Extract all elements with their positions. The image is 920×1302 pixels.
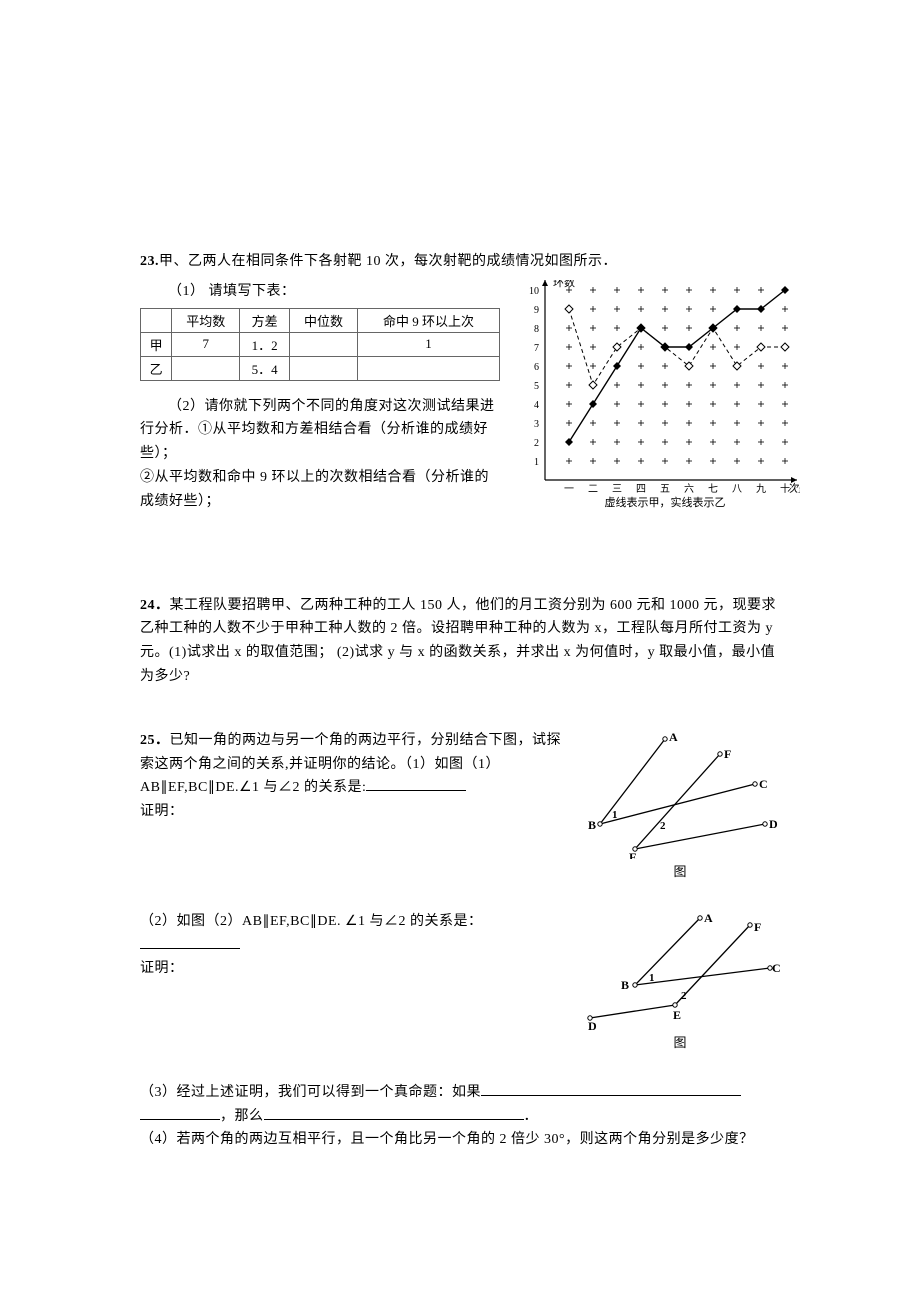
svg-text:F: F — [724, 747, 731, 761]
q25-figure2: A F C D B E 1 2 — [580, 910, 780, 1030]
svg-text:四: 四 — [636, 484, 646, 495]
svg-text:7: 7 — [534, 343, 539, 354]
svg-text:3: 3 — [534, 419, 539, 430]
q24-text: 某工程队要招聘甲、乙两种工种的工人 150 人，他们的月工资分别为 600 元和… — [140, 598, 776, 684]
svg-text:八: 八 — [732, 484, 742, 495]
q25-proof2: 证明： — [140, 957, 570, 981]
svg-text:一: 一 — [564, 484, 574, 495]
q25-sub2: （2）如图（2）AB∥EF,BC∥DE. ∠1 与∠2 的关系是： — [140, 914, 483, 929]
q25-number: 25． — [140, 733, 170, 748]
blank-fill — [140, 1105, 220, 1120]
th-avg: 平均数 — [172, 308, 240, 332]
svg-text:2: 2 — [534, 438, 539, 449]
q23-number: 23. — [140, 254, 159, 269]
q25-proof1: 证明： — [140, 800, 570, 824]
fig2-caption: 图 — [580, 1032, 780, 1051]
th-median: 中位数 — [289, 308, 357, 332]
svg-text:D: D — [769, 817, 778, 831]
blank-fill — [140, 934, 240, 949]
blank-fill — [264, 1105, 524, 1120]
svg-text:F: F — [754, 920, 761, 934]
svg-text:1: 1 — [534, 457, 539, 468]
svg-text:D: D — [588, 1019, 597, 1030]
svg-text:九: 九 — [756, 483, 766, 495]
svg-text:6: 6 — [534, 362, 539, 373]
svg-text:环数: 环数 — [553, 280, 575, 289]
svg-text:C: C — [772, 961, 780, 975]
svg-text:A: A — [669, 730, 678, 744]
svg-text:1: 1 — [649, 972, 655, 984]
table-row: 甲 7 1．2 1 — [141, 332, 500, 356]
q23-intro: 甲、乙两人在相同条件下各射靶 10 次，每次射靶的成绩情况如图所示． — [159, 254, 617, 269]
svg-text:4: 4 — [534, 400, 539, 411]
svg-text:2: 2 — [681, 990, 687, 1002]
svg-text:2: 2 — [660, 820, 666, 832]
table-row: 乙 5．4 — [141, 356, 500, 380]
q25-intro: 已知一角的两边与另一个角的两边平行，分别结合下图，试探索这两个角之间的关系,并证… — [140, 733, 561, 796]
q25-sub3b: ，那么 — [220, 1109, 264, 1124]
q23-chart: 12345678910一二三四五六七八九十环数次数虚线表示甲，实线表示乙 — [510, 280, 800, 510]
svg-text:C: C — [759, 777, 768, 791]
svg-text:5: 5 — [534, 381, 539, 392]
svg-text:A: A — [704, 911, 713, 925]
svg-text:次数: 次数 — [787, 482, 800, 495]
svg-text:七: 七 — [708, 483, 718, 495]
th-var: 方差 — [240, 308, 290, 332]
svg-text:9: 9 — [534, 305, 539, 316]
svg-text:E: E — [673, 1008, 681, 1022]
q25-sub3a: （3）经过上述证明，我们可以得到一个真命题：如果 — [140, 1085, 481, 1100]
svg-text:二: 二 — [588, 484, 598, 495]
svg-text:B: B — [588, 818, 596, 832]
q25-sub3c: ． — [524, 1109, 539, 1124]
svg-text:五: 五 — [660, 484, 670, 495]
svg-text:虚线表示甲，实线表示乙: 虚线表示甲，实线表示乙 — [605, 495, 726, 509]
th-ge9: 命中 9 环以上次 — [358, 308, 500, 332]
q23-sub2b: ②从平均数和命中 9 环以上的次数相结合看（分析谁的成绩好些）； — [140, 466, 500, 514]
th-blank — [141, 308, 172, 332]
q25-sub4: （4）若两个角的两边互相平行，且一个角比另一个角的 2 倍少 30°，则这两个角… — [140, 1128, 780, 1152]
svg-text:三: 三 — [612, 484, 622, 495]
blank-fill — [366, 776, 466, 791]
q23-sub2: （2）请你就下列两个不同的角度对这次测试结果进行分析．①从平均数和方差相结合看（… — [140, 395, 500, 466]
q24-number: 24． — [140, 598, 170, 613]
blank-fill — [481, 1081, 741, 1096]
svg-text:8: 8 — [534, 324, 539, 335]
svg-text:10: 10 — [529, 286, 539, 297]
svg-text:1: 1 — [612, 809, 618, 821]
fig1-caption: 图 — [580, 861, 780, 880]
svg-text:六: 六 — [684, 483, 694, 495]
svg-text:E: E — [629, 850, 637, 859]
svg-text:B: B — [621, 978, 629, 992]
q23-sub1: （1） 请填写下表： — [140, 280, 500, 304]
q23-table: 平均数 方差 中位数 命中 9 环以上次 甲 7 1．2 1 乙 — [140, 308, 500, 381]
q25-figure1: A F C D B E 1 2 — [580, 729, 780, 859]
